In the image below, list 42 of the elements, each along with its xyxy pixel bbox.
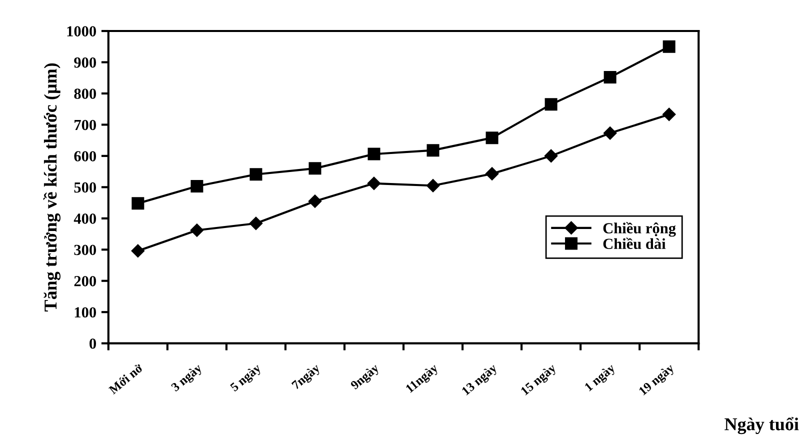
point bbox=[131, 244, 145, 258]
point bbox=[132, 197, 144, 210]
y-tick-label: 800 bbox=[74, 88, 96, 99]
point bbox=[308, 162, 322, 175]
y-tick-label: 700 bbox=[74, 120, 96, 130]
point bbox=[249, 216, 263, 230]
point bbox=[544, 98, 558, 111]
point bbox=[250, 168, 262, 181]
y-tick-label: 1000 bbox=[67, 26, 96, 36]
point bbox=[662, 108, 676, 121]
point bbox=[603, 126, 617, 140]
point bbox=[308, 194, 322, 208]
legend-label: Chiều rộng bbox=[603, 222, 676, 237]
point bbox=[485, 167, 499, 180]
point bbox=[604, 70, 616, 84]
y-tick-label: 200 bbox=[74, 276, 96, 286]
y-tick-label: 0 bbox=[90, 338, 96, 349]
y-tick-label: 600 bbox=[74, 151, 96, 162]
point bbox=[486, 132, 498, 144]
x-tick-label: 3 ngày bbox=[170, 362, 204, 394]
point bbox=[662, 40, 676, 53]
y-tick-label: 100 bbox=[74, 307, 96, 318]
y-tick-label: 900 bbox=[74, 57, 96, 68]
point bbox=[190, 180, 204, 192]
y-tick-label: 500 bbox=[74, 182, 96, 193]
point bbox=[190, 224, 204, 237]
y-tick-label: 300 bbox=[74, 244, 96, 256]
point bbox=[368, 148, 380, 160]
x-tick-label: 5 ngày bbox=[229, 362, 264, 394]
y-tick-label: 400 bbox=[74, 214, 96, 224]
point bbox=[426, 144, 440, 157]
x-tick-label: 13 ngày bbox=[461, 362, 500, 398]
point bbox=[426, 179, 440, 192]
point bbox=[544, 149, 558, 163]
point bbox=[367, 176, 381, 190]
x-tick-label: 1 ngày bbox=[584, 362, 618, 394]
x-tick-label: 15 ngày bbox=[520, 362, 558, 398]
x-tick-label: Mới nở bbox=[108, 362, 144, 395]
x-axis-title: Ngày tuổi bbox=[724, 417, 799, 434]
y-axis-title: Tăng trưởng về kích thước (µm) bbox=[43, 63, 60, 312]
legend-label: Chiều dài bbox=[603, 238, 666, 250]
x-tick-label: 19 ngày bbox=[638, 362, 676, 398]
